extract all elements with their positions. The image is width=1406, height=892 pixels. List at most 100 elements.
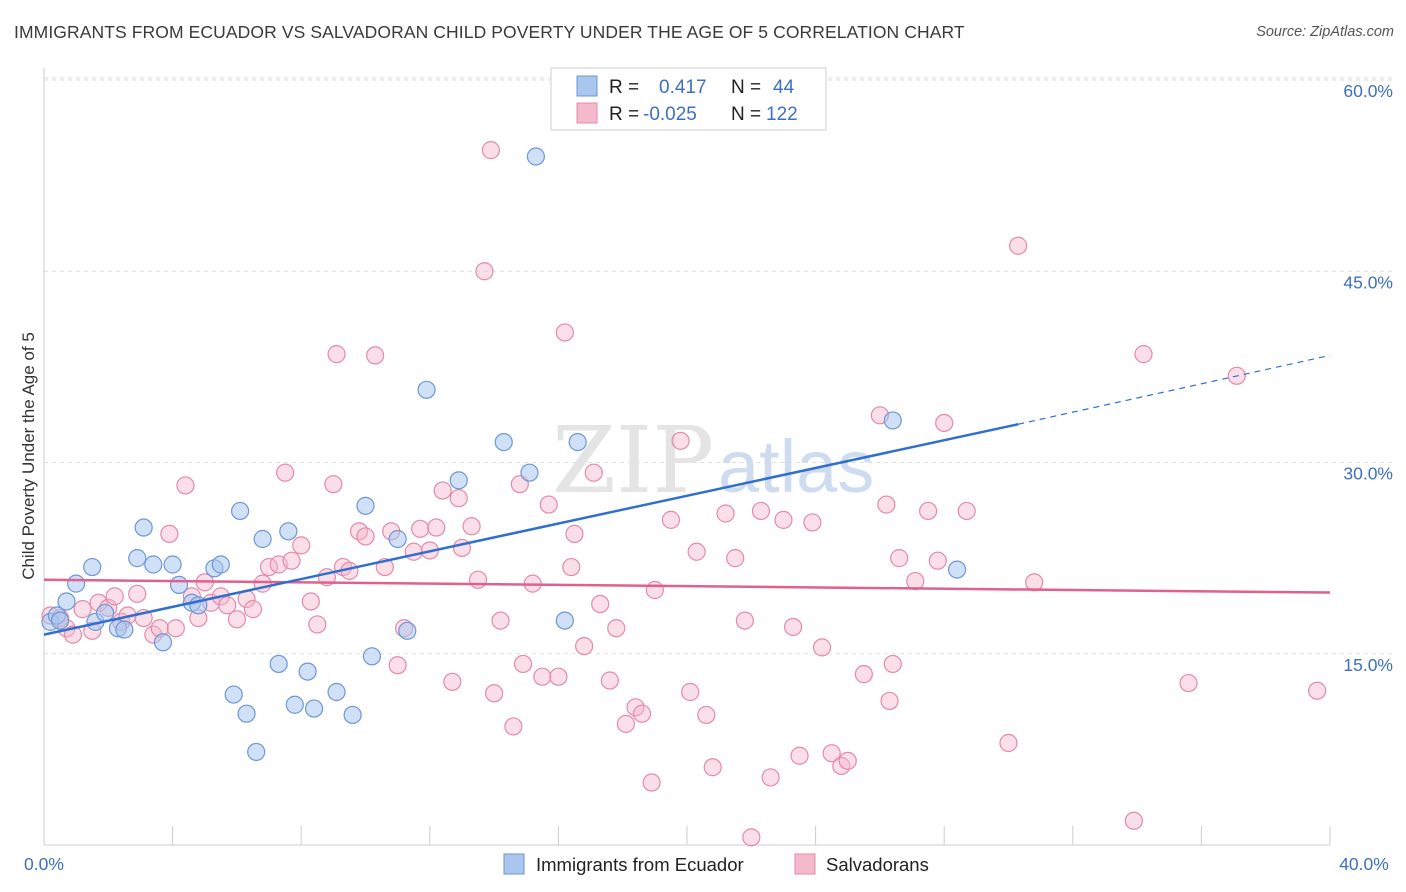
salvadorans-point xyxy=(324,475,343,494)
salvadorans-point xyxy=(790,746,809,765)
y-axis-label: Child Poverty Under the Age of 5 xyxy=(19,332,38,580)
salvadorans-point xyxy=(774,510,793,529)
bottom-legend-label-salvadorans: Salvadorans xyxy=(826,854,929,875)
salvadorans-point xyxy=(462,517,481,536)
legend-n-label-salvadorans: N = xyxy=(731,104,761,125)
legend-r-label-salvadorans: R = xyxy=(609,104,639,125)
salvadorans-point xyxy=(935,413,954,433)
ecuador-point xyxy=(83,557,102,577)
legend-n-value-salvadorans: 122 xyxy=(766,104,798,125)
ecuador-point xyxy=(520,463,539,482)
salvadorans-point xyxy=(301,592,320,611)
salvadorans-point xyxy=(742,828,761,847)
chart-title: IMMIGRANTS FROM ECUADOR VS SALVADORAN CH… xyxy=(14,22,965,42)
salvadorans-point xyxy=(1179,673,1198,693)
ecuador-point xyxy=(568,433,587,452)
salvadorans-point xyxy=(73,600,92,619)
salvadorans-point xyxy=(539,495,558,514)
salvadorans-point xyxy=(292,536,311,555)
ecuador-point xyxy=(231,501,250,521)
salvadorans-point xyxy=(726,549,745,568)
ecuador-point xyxy=(237,704,256,723)
ecuador-point xyxy=(298,662,317,681)
salvadorans-point xyxy=(388,656,407,675)
source-label: Source: ZipAtlas.com xyxy=(1256,24,1394,40)
ecuador-point xyxy=(883,411,902,430)
bottom-legend-swatch-ecuador xyxy=(503,853,525,875)
ecuador-point xyxy=(388,529,407,549)
salvadorans-point xyxy=(591,594,610,614)
salvadorans-point xyxy=(600,671,619,690)
ecuador-point xyxy=(50,611,70,630)
salvadorans-point xyxy=(584,463,603,482)
salvadorans-point xyxy=(803,513,822,532)
ecuador-point xyxy=(362,647,382,666)
salvadorans-point xyxy=(475,262,494,281)
y-axis-tick-labels: 15.0% 30.0% 45.0% 60.0% xyxy=(1343,81,1393,675)
salvadorans-point xyxy=(607,619,626,638)
ecuador-point xyxy=(304,699,324,718)
salvadorans-point xyxy=(504,717,523,736)
ecuador-trend-line xyxy=(43,423,1019,636)
salvadorans-point xyxy=(468,570,488,589)
ecuador-point xyxy=(144,555,163,574)
salvadorans-point xyxy=(703,758,722,777)
salvadorans-point xyxy=(645,580,664,600)
salvadorans-point xyxy=(575,636,594,656)
ecuador-point xyxy=(327,682,346,702)
ecuador-point xyxy=(224,685,243,704)
salvadorans-point xyxy=(1124,811,1143,830)
ecuador-point xyxy=(247,742,266,762)
salvadorans-point xyxy=(1025,573,1044,592)
legend-n-label-ecuador: N = xyxy=(731,77,761,98)
salvadorans-point xyxy=(491,611,510,630)
salvadorans-point xyxy=(783,617,803,637)
y-tick-label: 60.0% xyxy=(1343,81,1393,101)
salvadorans-point xyxy=(812,638,832,657)
salvadorans-point xyxy=(906,571,925,591)
ecuador-point xyxy=(134,518,153,537)
ecuador-point xyxy=(449,471,468,490)
salvadorans-point xyxy=(890,549,909,568)
salvadorans-point xyxy=(160,524,179,544)
ecuador-trend-extension xyxy=(1018,354,1331,425)
salvadorans-point xyxy=(616,714,636,733)
grid-lines xyxy=(44,77,1394,655)
legend-swatch-ecuador xyxy=(576,75,598,97)
trend-lines xyxy=(43,354,1331,636)
watermark: ZIP atlas xyxy=(552,407,874,514)
salvadorans-point xyxy=(427,518,446,537)
salvadorans-point xyxy=(751,501,771,521)
salvadorans-point xyxy=(681,682,700,702)
ecuador-point xyxy=(115,620,134,639)
salvadorans-point xyxy=(1308,681,1327,700)
bottom-legend-swatch-salvadorans xyxy=(794,853,816,875)
ecuador-point xyxy=(417,380,436,399)
salvadorans-point xyxy=(562,557,581,577)
ecuador-point xyxy=(555,611,574,630)
salvadorans-point xyxy=(282,551,301,570)
ecuador-point xyxy=(153,633,173,652)
salvadorans-point xyxy=(854,665,873,684)
salvadorans-point xyxy=(513,654,533,674)
salvadorans-point xyxy=(243,600,263,619)
salvadorans-point xyxy=(838,751,857,770)
salvadorans-point xyxy=(218,596,237,615)
salvadorans-point xyxy=(735,611,754,630)
salvadorans-point xyxy=(449,489,468,508)
legend-r-value-ecuador: 0.417 xyxy=(659,77,707,98)
ecuador-point xyxy=(169,575,189,595)
salvadorans-point xyxy=(276,463,295,482)
series-legend: Immigrants from Ecuador Salvadorans xyxy=(503,853,929,875)
watermark-atlas: atlas xyxy=(718,425,874,508)
salvadorans-point xyxy=(928,551,947,570)
salvadorans-point xyxy=(549,667,568,686)
legend-r-value-salvadorans: -0.025 xyxy=(643,104,697,125)
ecuador-point xyxy=(128,549,147,568)
legend-swatch-salvadorans xyxy=(576,102,598,124)
ecuador-point xyxy=(947,560,967,579)
salvadorans-point xyxy=(761,768,780,787)
salvadorans-point xyxy=(327,345,346,364)
ecuador-point xyxy=(356,496,375,515)
